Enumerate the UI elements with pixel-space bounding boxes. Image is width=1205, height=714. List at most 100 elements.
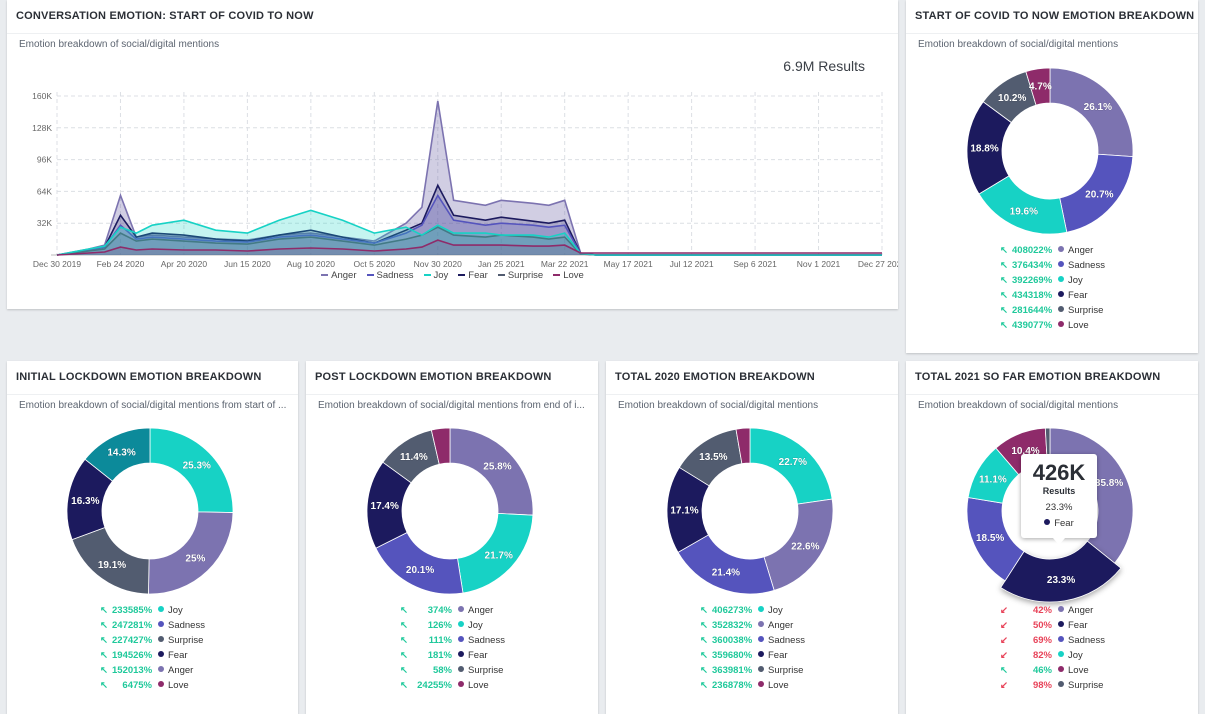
change-percent: ↖ 247281% — [100, 620, 153, 631]
legend-swatch — [458, 274, 466, 277]
arrow-up-left-icon: ↖ — [400, 620, 408, 631]
donut-chart[interactable]: 26.1% 20.7% 19.6% 18.8% 10.2%4.7% — [940, 41, 1160, 261]
y-tick-label: 32K — [37, 218, 52, 228]
change-percent: ↖ 376434% — [1000, 260, 1053, 271]
series-dot — [458, 681, 464, 688]
legend-row-anger: ↖ 374% Anger — [400, 603, 505, 618]
slice-label: 10.4% — [1011, 446, 1039, 457]
series-dot — [458, 651, 464, 658]
legend-row-sadness: ↖ 376434% Sadness — [1000, 258, 1105, 273]
donut-chart[interactable]: 25.3% 25% 19.1% 16.3% 14.3% — [40, 401, 260, 621]
legend-row-sadness: ↖ 111% Sadness — [400, 633, 505, 648]
slice-label: 21.7% — [485, 550, 513, 561]
arrow-down-left-icon: ↙ — [1000, 620, 1008, 631]
y-tick-label: 160K — [32, 91, 52, 101]
legend-swatch — [366, 274, 374, 277]
series-name: Sadness — [1068, 635, 1105, 646]
series-name: Anger — [1068, 245, 1094, 256]
slice-label: 11.4% — [400, 452, 428, 463]
change-percent: ↖ 392269% — [1000, 275, 1053, 286]
donut-slice-love[interactable] — [1025, 67, 1051, 106]
x-tick-label: May 17 2021 — [604, 259, 653, 269]
donut-legend: ↖ 374% Anger ↖ 126% Joy ↖ 111% Sadness ↖ 181% Fear ↖… — [400, 603, 505, 693]
panel-title: START OF COVID TO NOW EMOTION BREAKDOWN — [906, 0, 1198, 34]
series-name: Joy — [468, 620, 483, 631]
arrow-up-left-icon: ↖ — [100, 665, 108, 676]
change-percent: ↖ 194526% — [100, 650, 153, 661]
slice-label: 20.7% — [1085, 190, 1113, 201]
change-percent: ↖ 352832% — [700, 620, 753, 631]
legend-row-joy: ↖ 406273% Joy — [700, 603, 805, 618]
series-name: Surprise — [168, 635, 204, 646]
tooltip-series: Fear — [1021, 518, 1097, 529]
change-percent: ↖ 281644% — [1000, 305, 1053, 316]
slice-label: 22.6% — [791, 542, 819, 553]
x-tick-label: Jul 12 2021 — [670, 259, 714, 269]
legend-row-surprise: ↙ 98% Surprise — [1000, 678, 1105, 693]
main-chart-title: CONVERSATION EMOTION: START OF COVID TO … — [7, 0, 898, 34]
series-dot — [458, 621, 464, 628]
donut-slice-joy-alt[interactable] — [84, 427, 151, 482]
donut-chart[interactable]: 25.8% 21.7% 20.1% 17.4% 11.4% — [340, 401, 560, 621]
series-name: Fear — [1068, 290, 1088, 301]
legend-row-fear: ↖ 181% Fear — [400, 648, 505, 663]
series-line-joy[interactable] — [56, 209, 882, 256]
legend-row-love: ↖ 46% Love — [1000, 663, 1105, 678]
series-dot — [1058, 606, 1064, 613]
arrow-up-left-icon: ↖ — [400, 605, 408, 616]
legend-item-surprise[interactable]: Surprise — [497, 270, 543, 281]
series-dot — [1058, 306, 1064, 313]
legend-item-anger[interactable]: Anger — [321, 270, 357, 281]
series-dot — [158, 606, 164, 613]
change-percent: ↖ 227427% — [100, 635, 153, 646]
series-dot — [1058, 246, 1064, 253]
donut-legend: ↙ 42% Anger ↙ 50% Fear ↙ 69% Sadness ↙ 82% Joy ↖ 46% L… — [1000, 603, 1105, 693]
legend-row-love: ↖ 6475% Love — [100, 678, 205, 693]
arrow-up-left-icon: ↖ — [400, 680, 408, 691]
change-percent: ↖ 233585% — [100, 605, 153, 616]
arrow-down-left-icon: ↙ — [1000, 635, 1008, 646]
x-tick-label: Oct 5 2020 — [354, 259, 396, 269]
slice-label: 4.7% — [1029, 82, 1052, 93]
series-area-anger — [57, 101, 882, 255]
legend-row-sadness: ↙ 69% Sadness — [1000, 633, 1105, 648]
series-name: Joy — [768, 605, 783, 616]
series-dot — [158, 651, 164, 658]
series-name: Joy — [168, 605, 183, 616]
series-name: Love — [468, 680, 489, 691]
slice-label: 14.3% — [107, 447, 135, 458]
change-percent: ↖ 58% — [400, 665, 452, 676]
legend-swatch — [553, 274, 561, 277]
series-dot — [1058, 621, 1064, 628]
series-line-love[interactable] — [56, 239, 882, 256]
slice-label: 16.3% — [71, 496, 99, 507]
change-percent: ↖ 363981% — [700, 665, 753, 676]
legend-item-love[interactable]: Love — [553, 270, 584, 281]
donut-slice-love[interactable] — [430, 427, 451, 465]
legend-item-fear[interactable]: Fear — [458, 270, 488, 281]
legend-swatch — [321, 274, 329, 277]
y-tick-label: 128K — [32, 123, 52, 133]
donut-chart[interactable]: 22.7% 22.6% 21.4% 17.1% 13.5% — [640, 401, 860, 621]
slice-label: 10.2% — [998, 93, 1026, 104]
donut-slice-fear[interactable] — [1000, 540, 1122, 603]
series-name: Anger — [768, 620, 794, 631]
donut-slice-love[interactable] — [735, 427, 751, 465]
change-percent: ↖ 111% — [400, 635, 452, 646]
legend-row-love: ↖ 236878% Love — [700, 678, 805, 693]
legend-item-sadness[interactable]: Sadness — [366, 270, 414, 281]
series-dot — [1058, 261, 1064, 268]
arrow-up-left-icon: ↖ — [700, 605, 708, 616]
series-name: Surprise — [1068, 680, 1104, 691]
y-tick-label: 96K — [37, 155, 52, 165]
legend-label: Love — [563, 270, 584, 281]
change-percent: ↖ 46% — [1000, 665, 1052, 676]
arrow-up-left-icon: ↖ — [1000, 305, 1008, 316]
legend-item-joy[interactable]: Joy — [423, 270, 448, 281]
chart-tooltip: 426K Results 23.3% Fear — [1021, 454, 1097, 545]
slice-label: 17.1% — [670, 505, 698, 516]
main-chart-legend: Anger Sadness Joy Fear Surprise Love — [7, 270, 898, 281]
arrow-up-left-icon: ↖ — [700, 635, 708, 646]
series-name: Sadness — [1068, 260, 1105, 271]
